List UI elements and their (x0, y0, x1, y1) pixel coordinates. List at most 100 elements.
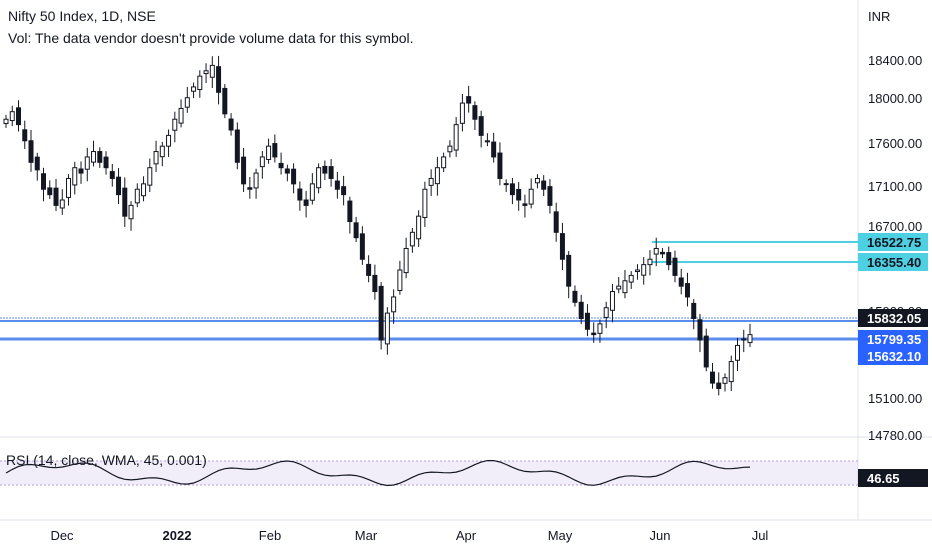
rsi-value-badge (858, 469, 928, 487)
candle-body (447, 145, 453, 153)
candle-body (716, 382, 722, 389)
price-badge-label: 16355.40 (867, 255, 921, 270)
symbol-legend[interactable]: Nifty 50 Index, 1D, NSE (8, 8, 156, 24)
candle-body (153, 151, 159, 165)
candle-body (203, 70, 209, 75)
rsi-legend[interactable]: RSI (14, close, WMA, 45, 0.001) (6, 452, 207, 468)
candle-body (566, 254, 572, 287)
candle-body (622, 280, 628, 294)
time-tick-label: Jul (752, 528, 769, 543)
candle-body (703, 335, 709, 368)
candle-body (278, 162, 284, 169)
candle-body (584, 312, 590, 330)
candle-body (441, 156, 447, 169)
candle-body (616, 285, 622, 290)
candle-body (266, 145, 272, 161)
candle-body (634, 269, 640, 273)
candle-body (47, 187, 53, 196)
candle-body (334, 180, 340, 190)
candle-body (259, 156, 265, 168)
candle-body (559, 233, 565, 260)
candle-body (528, 188, 534, 205)
candle-body (497, 152, 503, 179)
candle-body (34, 156, 40, 171)
candle-body (247, 187, 253, 190)
currency-label: INR (868, 9, 890, 24)
candle-body (603, 307, 609, 318)
candle-body (222, 87, 228, 115)
candle-body (484, 140, 490, 143)
price-badge-label: 15832.05 (867, 311, 921, 326)
candle-body (666, 252, 672, 266)
candles (3, 55, 753, 396)
candle-body (466, 96, 472, 104)
candle-body (672, 257, 678, 276)
candle-body (309, 183, 315, 201)
volume-note: Vol: The data vendor doesn't provide vol… (8, 30, 414, 46)
candle-body (553, 211, 559, 233)
candle-body (478, 116, 484, 136)
price-tick-label: 17100.00 (868, 179, 922, 194)
candle-body (178, 107, 184, 124)
candle-body (722, 377, 728, 384)
candle-body (303, 199, 309, 206)
candle-body (372, 274, 378, 293)
price-badge (858, 309, 928, 327)
candle-body (41, 173, 47, 190)
candle-body (628, 274, 634, 283)
candle-body (228, 118, 234, 131)
candle-body (453, 124, 459, 151)
candle-body (141, 183, 147, 197)
time-tick-label: May (548, 528, 573, 543)
candle-body (366, 263, 372, 276)
candle-body (534, 177, 540, 184)
time-tick-label: Dec (50, 528, 74, 543)
candle-body (459, 102, 465, 124)
price-tick-label: 18000.00 (868, 91, 922, 106)
candle-body (341, 186, 347, 196)
candle-body (9, 111, 15, 122)
candle-body (253, 172, 259, 189)
candle-body (522, 203, 528, 206)
candle-body (216, 66, 222, 93)
candle-body (297, 188, 303, 201)
candle-body (541, 180, 547, 190)
candle-body (591, 332, 597, 336)
candle-body (97, 151, 103, 163)
candle-body (172, 118, 178, 131)
horizontal-lines (0, 241, 858, 341)
rsi-value-label: 46.65 (867, 471, 900, 486)
time-tick-label: Jun (650, 528, 671, 543)
candle-body (416, 215, 422, 240)
rsi-badge-group: 46.65 (858, 469, 928, 487)
price-tick-label: 18400.00 (868, 53, 922, 68)
candle-body (691, 302, 697, 319)
price-badge (858, 347, 928, 365)
time-axis-ticks: Dec 2022 Feb Mar Apr May Jun Jul (50, 528, 768, 543)
candle-body (347, 200, 353, 223)
candle-body (272, 143, 278, 158)
price-badge (858, 253, 928, 271)
candle-body (291, 168, 297, 185)
candle-body (16, 107, 22, 126)
price-badges: 16522.75 16355.40 15832.05 15799.35 15632.10 (858, 233, 928, 365)
price-tick-label: 16700.00 (868, 219, 922, 234)
candle-body (547, 186, 553, 206)
price-badge (858, 233, 928, 251)
price-badge-label: 16522.75 (867, 235, 921, 250)
candle-body (728, 361, 734, 383)
candle-body (84, 156, 90, 170)
candle-body (128, 204, 134, 220)
candle-body (159, 145, 165, 158)
candle-body (116, 176, 122, 196)
candle-body (234, 129, 240, 163)
rsi-line (5, 460, 751, 487)
candle-body (209, 64, 215, 78)
candle-body (734, 344, 740, 361)
candle-body (109, 171, 115, 179)
candle-body (91, 151, 97, 163)
candle-body (578, 301, 584, 319)
candle-body (678, 277, 684, 287)
